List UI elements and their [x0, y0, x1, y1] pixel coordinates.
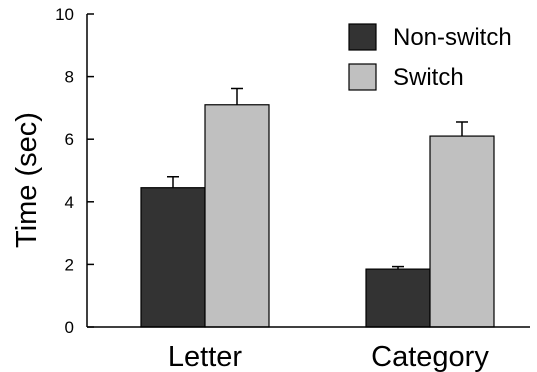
y-tick-label: 6: [65, 130, 74, 149]
bars: [140, 87, 495, 328]
bar-switch-letter: [204, 104, 270, 328]
y-axis-label: Time (sec): [11, 112, 43, 248]
legend: Non-switch Switch: [348, 23, 512, 91]
y-tick-label: 10: [55, 5, 74, 24]
x-axis: Letter Category: [87, 326, 530, 372]
bar-switch-category: [429, 135, 495, 328]
bar-non-switch-category: [365, 268, 431, 328]
y-tick-label: 4: [65, 193, 74, 212]
y-tick-label: 2: [65, 255, 74, 274]
bar-non-switch-letter: [140, 187, 206, 328]
y-tick-label: 8: [65, 68, 74, 87]
legend-swatch: [348, 63, 377, 91]
legend-swatch: [348, 23, 377, 51]
x-category-label: Category: [371, 341, 489, 372]
x-category-label: Letter: [168, 341, 242, 372]
y-axis: 0 2 4 6 8 10: [55, 5, 94, 337]
legend-label: Switch: [393, 64, 464, 91]
y-tick-label: 0: [65, 318, 74, 337]
legend-label: Non-switch: [393, 24, 512, 51]
